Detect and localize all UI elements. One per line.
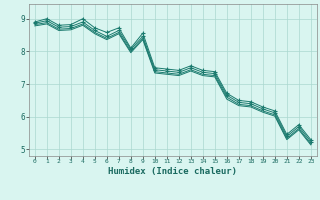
X-axis label: Humidex (Indice chaleur): Humidex (Indice chaleur) (108, 167, 237, 176)
